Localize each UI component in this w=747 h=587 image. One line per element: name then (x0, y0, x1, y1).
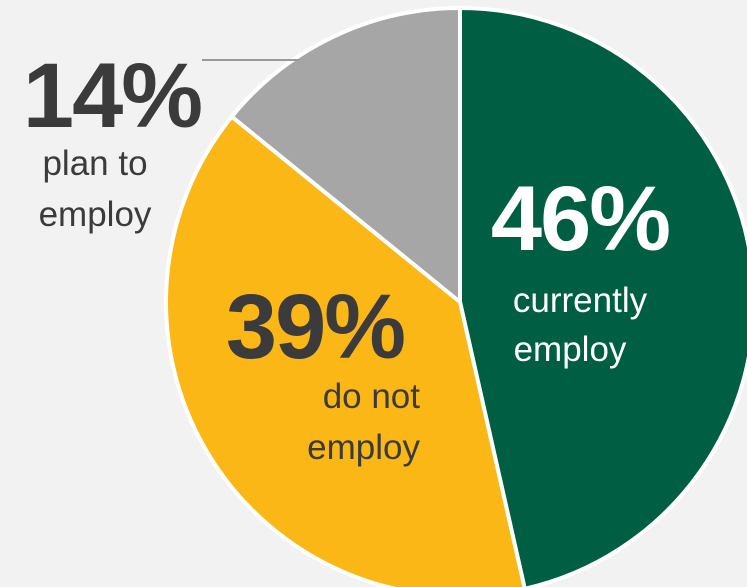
slice-category-label-currently-employ-line2: employ (514, 330, 627, 369)
pie-slice-do-not-employ (163, 114, 527, 587)
slice-value-label-do-not-employ: 39% (226, 276, 404, 378)
slice-value-label-plan-to-employ: 14% (23, 45, 201, 147)
slice-category-label-do-not-employ-line2: employ (307, 428, 420, 467)
slice-category-label-do-not-employ-line1: do not (323, 377, 421, 416)
slice-value-label-currently-employ: 46% (491, 168, 669, 270)
slice-category-label-currently-employ-line1: currently (513, 281, 648, 320)
pie-slice-currently-employ (458, 6, 747, 587)
pie-slices (163, 6, 747, 587)
slice-category-label-plan-to-employ-line2: employ (39, 195, 152, 234)
slice-category-label-plan-to-employ-line1: plan to (42, 144, 147, 183)
pie-slice-plan-to-employ (229, 6, 462, 304)
